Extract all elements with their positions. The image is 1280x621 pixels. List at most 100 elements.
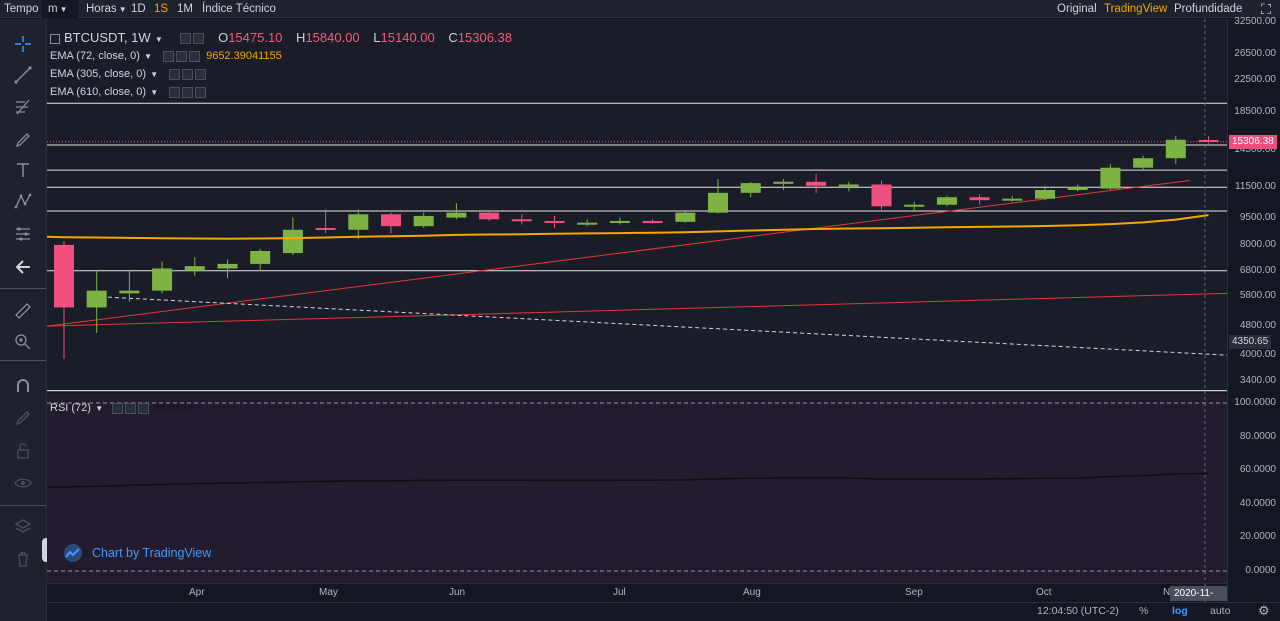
ema72-legend: EMA (72, close, 0) ▼ 9652.39041155: [50, 48, 282, 64]
remove-icon[interactable]: [189, 50, 201, 62]
price-tick-label: 4800.00: [1239, 320, 1276, 332]
price-tick-label: 26500.00: [1234, 48, 1276, 60]
candle-body: [773, 181, 794, 184]
collapse-legend-icon[interactable]: [50, 33, 60, 44]
zoom-in-icon[interactable]: [11, 331, 35, 353]
ema610-legend: EMA (610, close, 0) ▼: [50, 84, 207, 100]
candle-body: [838, 184, 859, 187]
time-tick-label: Oct: [1036, 587, 1052, 598]
time-tick-label: Aug: [743, 587, 761, 598]
hide-icon[interactable]: [125, 402, 137, 414]
candle-body: [642, 220, 663, 223]
fullscreen-icon[interactable]: ⛶: [1261, 1, 1271, 17]
rsi-tick-label: 20.0000: [1239, 531, 1276, 543]
price-tick-label: 14500.00: [1234, 144, 1276, 156]
remove-icon[interactable]: [195, 86, 207, 98]
chevron-down-icon[interactable]: ▼: [148, 88, 159, 97]
marker-price-badge: 4350.65: [1229, 334, 1272, 349]
steep-trendline: [47, 179, 1190, 327]
hours-select-label: Horas: [86, 3, 117, 15]
low-value: 15140.00: [380, 30, 435, 45]
price-axis[interactable]: 32500.00 26500.00 22500.00 18500.00 14500.00…: [1227, 16, 1280, 602]
candle-body: [1165, 139, 1186, 159]
settings-icon[interactable]: [163, 50, 175, 62]
rsi-line: [47, 472, 1209, 488]
time-label: Tempo: [4, 3, 39, 15]
candle-body: [871, 184, 892, 207]
price-tick-label: 22500.00: [1234, 74, 1276, 86]
hide-icon[interactable]: [182, 68, 194, 80]
time-tick-label: Jul: [613, 587, 626, 598]
view-original[interactable]: Original: [1057, 3, 1097, 15]
tradingview-watermark[interactable]: Chart by TradingView: [62, 543, 211, 563]
chevron-down-icon[interactable]: ▼: [92, 404, 104, 413]
main-series-legend: BTCUSDT, 1W ▼ O15475.10 H15840.00 L15140…: [50, 30, 512, 46]
forecast-icon[interactable]: [11, 223, 35, 245]
candle-body: [381, 214, 401, 227]
minutes-select-value: m: [48, 3, 58, 15]
crosshair-icon[interactable]: [11, 33, 35, 55]
ema72-label: EMA (72, close, 0): [50, 50, 140, 62]
trash-icon[interactable]: [11, 548, 35, 570]
technical-indicators-button[interactable]: Índice Técnico: [202, 3, 276, 15]
ruler-icon[interactable]: [11, 300, 35, 322]
trendline-icon[interactable]: [11, 64, 35, 86]
hide-icon[interactable]: [193, 33, 205, 45]
toolbar-divider: [0, 288, 46, 289]
gear-icon[interactable]: ⚙: [1258, 603, 1270, 618]
chevron-down-icon: ▼: [118, 5, 127, 14]
log-toggle[interactable]: log: [1172, 605, 1188, 617]
chevron-down-icon[interactable]: ▼: [141, 52, 153, 61]
candle-body: [282, 229, 303, 254]
time-tick-label: Jun: [449, 587, 466, 598]
pattern-icon[interactable]: [11, 190, 35, 212]
low-key: L: [373, 30, 381, 45]
ema305-legend: EMA (305, close, 0) ▼: [50, 66, 207, 82]
settings-icon[interactable]: [169, 86, 181, 98]
minutes-select[interactable]: m ▼: [42, 0, 78, 18]
watermark-text: Chart by TradingView: [92, 546, 212, 560]
back-arrow-icon[interactable]: [11, 256, 35, 278]
ema610-label: EMA (610, close, 0): [50, 86, 146, 98]
price-chart[interactable]: [47, 19, 1227, 602]
interval-1m[interactable]: 1M: [177, 3, 193, 15]
remove-icon[interactable]: [138, 402, 150, 414]
price-tick-label: 11500.00: [1235, 181, 1276, 193]
layers-icon[interactable]: [11, 516, 35, 538]
candle-body: [1198, 139, 1219, 142]
candle-body: [904, 204, 925, 207]
candle-body: [184, 266, 205, 271]
settings-icon[interactable]: [169, 68, 181, 80]
hours-select[interactable]: Horas ▼: [86, 0, 127, 18]
settings-icon[interactable]: [180, 33, 192, 45]
price-tick-label: 9500.00: [1239, 211, 1276, 223]
brush-icon[interactable]: [11, 129, 35, 151]
close-key: C: [448, 30, 458, 45]
chevron-down-icon[interactable]: ▼: [152, 35, 163, 44]
candle-body: [217, 263, 238, 269]
hide-icon[interactable]: [176, 50, 188, 62]
fib-tool-icon[interactable]: [11, 96, 35, 118]
view-tradingview[interactable]: TradingView: [1104, 3, 1168, 15]
hide-icon[interactable]: [182, 86, 194, 98]
candle-body: [446, 212, 467, 218]
eye-icon[interactable]: [11, 472, 35, 494]
interval-1d[interactable]: 1D: [131, 3, 146, 15]
view-depth[interactable]: Profundidade: [1174, 3, 1243, 15]
interval-1s[interactable]: 1S: [154, 3, 169, 15]
candle-body: [1100, 167, 1121, 189]
remove-icon[interactable]: [195, 68, 207, 80]
candle-body: [54, 244, 74, 308]
percent-toggle[interactable]: %: [1139, 605, 1149, 617]
sidebar-scroll-handle[interactable]: [42, 538, 50, 562]
lock-icon[interactable]: [11, 440, 35, 462]
settings-icon[interactable]: [112, 402, 124, 414]
auto-toggle[interactable]: auto: [1210, 605, 1231, 617]
stay-in-drawing-icon[interactable]: [11, 407, 35, 429]
text-tool-icon[interactable]: [11, 159, 35, 181]
toolbar-divider: [0, 505, 46, 506]
ema72-value: 9652.39041155: [206, 50, 282, 62]
magnet-icon[interactable]: [11, 375, 35, 397]
chevron-down-icon[interactable]: ▼: [148, 70, 159, 79]
